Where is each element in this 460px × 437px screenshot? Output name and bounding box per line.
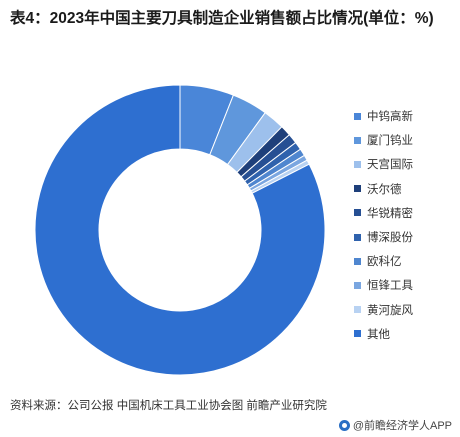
legend-label: 沃尔德	[367, 183, 402, 196]
legend-item: 厦门钨业	[354, 128, 458, 152]
legend-swatch	[354, 185, 361, 193]
legend-item: 其他	[354, 322, 458, 346]
legend-item: 天宫国际	[354, 152, 458, 176]
legend-label: 华锐精密	[367, 207, 413, 220]
brand-logo-icon	[338, 419, 350, 431]
legend-swatch	[354, 281, 361, 289]
legend-item: 华锐精密	[354, 201, 458, 225]
legend-item: 恒锋工具	[354, 273, 458, 297]
brand-credit: @前瞻经济学人APP	[338, 417, 452, 433]
legend-item: 沃尔德	[354, 177, 458, 201]
legend-label: 中钨高新	[367, 111, 413, 124]
legend-swatch	[354, 330, 361, 338]
legend-item: 中钨高新	[354, 104, 458, 128]
legend-label: 欧科亿	[367, 256, 402, 269]
legend-label: 厦门钨业	[367, 135, 413, 148]
legend-swatch	[354, 233, 361, 241]
chart-legend: 中钨高新厦门钨业天宫国际沃尔德华锐精密博深股份欧科亿恒锋工具黄河旋风其他	[354, 104, 458, 346]
legend-swatch	[354, 209, 361, 217]
legend-label: 其他	[367, 328, 390, 341]
legend-label: 黄河旋风	[367, 304, 413, 317]
donut-slice-10	[34, 84, 326, 376]
legend-label: 博深股份	[367, 232, 413, 245]
legend-item: 黄河旋风	[354, 298, 458, 322]
legend-swatch	[354, 306, 361, 314]
source-note: 资料来源：公司公报 中国机床工具工业协会图 前瞻产业研究院	[10, 400, 327, 412]
legend-swatch	[354, 257, 361, 265]
legend-swatch	[354, 136, 361, 144]
legend-swatch	[354, 112, 361, 120]
legend-swatch	[354, 160, 361, 168]
legend-item: 博深股份	[354, 225, 458, 249]
legend-label: 天宫国际	[367, 159, 413, 172]
chart-title: 表4：2023年中国主要刀具制造企业销售额占比情况(单位：%)	[10, 10, 434, 27]
legend-label: 恒锋工具	[367, 280, 413, 293]
legend-item: 欧科亿	[354, 249, 458, 273]
brand-text: @前瞻经济学人APP	[352, 420, 452, 432]
